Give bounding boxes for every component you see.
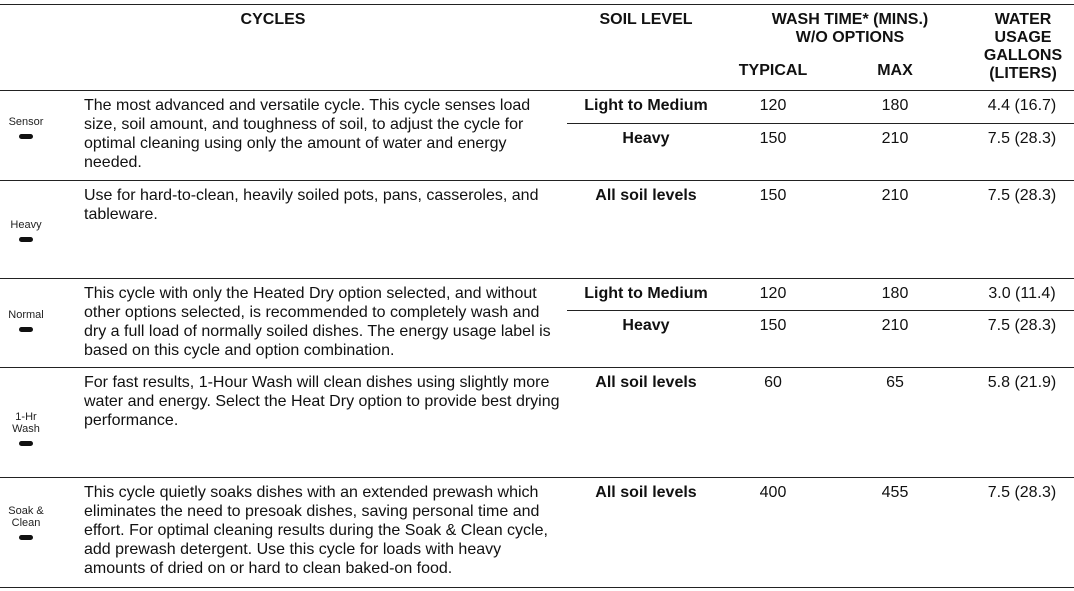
row-rule <box>0 180 1074 181</box>
sub-row-rule <box>567 310 1074 311</box>
cell-typical: 120 <box>759 285 787 302</box>
cycle-button-1: Heavy <box>0 219 52 242</box>
cell-max: 210 <box>881 130 909 147</box>
cell-max: 455 <box>881 484 909 501</box>
cycle-button-indicator-icon <box>19 134 33 139</box>
header-water-line4: (LITERS) <box>989 65 1057 82</box>
cell-soil: All soil levels <box>595 374 697 391</box>
cell-max: 210 <box>881 187 909 204</box>
header-wash-time-line1: WASH TIME* (MINS.) <box>771 11 929 28</box>
cell-soil: Light to Medium <box>584 97 708 114</box>
cycle-button-4: Soak & Clean <box>0 505 52 540</box>
header-water-line3: GALLONS <box>983 47 1063 64</box>
header-cycles: CYCLES <box>240 11 306 28</box>
cell-soil: All soil levels <box>595 484 697 501</box>
header-water-line1: WATER <box>994 11 1052 28</box>
cycle-button-indicator-icon <box>19 327 33 332</box>
header-water-line2: USAGE <box>994 29 1052 46</box>
cycle-label: Normal <box>8 309 44 321</box>
cell-max: 180 <box>881 97 909 114</box>
row-rule <box>0 367 1074 368</box>
table-top-rule <box>0 4 1074 5</box>
cell-soil: Heavy <box>622 130 670 147</box>
cycle-button-0: Sensor <box>0 116 52 139</box>
header-max: MAX <box>877 62 913 79</box>
cycle-label: Wash <box>12 423 40 435</box>
row-rule <box>0 587 1074 588</box>
header-soil-level: SOIL LEVEL <box>599 11 693 28</box>
cycle-description: This cycle quietly soaks dishes with an … <box>84 484 548 577</box>
cell-water: 5.8 (21.9) <box>987 374 1057 391</box>
cycle-label: Sensor <box>8 116 44 128</box>
sub-row-rule <box>567 123 1074 124</box>
cell-typical: 150 <box>759 187 787 204</box>
cell-water: 7.5 (28.3) <box>987 187 1057 204</box>
cycle-button-indicator-icon <box>19 441 33 446</box>
cell-water: 7.5 (28.3) <box>987 130 1057 147</box>
cycle-button-2: Normal <box>0 309 52 332</box>
cell-typical: 150 <box>759 130 787 147</box>
cell-typical: 60 <box>764 374 782 391</box>
cell-typical: 150 <box>759 317 787 334</box>
cell-max: 210 <box>881 317 909 334</box>
cell-max: 65 <box>886 374 904 391</box>
cell-soil: Heavy <box>622 317 670 334</box>
cycle-label: Soak & <box>8 505 44 517</box>
cycle-description: This cycle with only the Heated Dry opti… <box>84 285 551 359</box>
header-typical: TYPICAL <box>738 62 808 79</box>
cell-typical: 120 <box>759 97 787 114</box>
cell-water: 7.5 (28.3) <box>987 484 1057 501</box>
header-rule <box>0 90 1074 91</box>
cycle-button-indicator-icon <box>19 535 33 540</box>
cycle-button-indicator-icon <box>19 237 33 242</box>
cycle-description: The most advanced and versatile cycle. T… <box>84 97 531 171</box>
cycle-description: For fast results, 1-Hour Wash will clean… <box>84 374 560 429</box>
cycle-label: Heavy <box>10 219 42 231</box>
cell-soil: Light to Medium <box>584 285 708 302</box>
cell-water: 4.4 (16.7) <box>987 97 1057 114</box>
cycle-description: Use for hard-to-clean, heavily soiled po… <box>84 187 539 223</box>
cell-typical: 400 <box>759 484 787 501</box>
cell-water: 7.5 (28.3) <box>987 317 1057 334</box>
cell-soil: All soil levels <box>595 187 697 204</box>
header-water-usage: WATER USAGE GALLONS (LITERS) <box>972 11 1074 83</box>
cell-max: 180 <box>881 285 909 302</box>
header-wash-time: WASH TIME* (MINS.) W/O OPTIONS <box>740 11 960 47</box>
cycle-button-3: 1-Hr Wash <box>0 411 52 446</box>
cycle-label: 1-Hr <box>15 411 37 423</box>
row-rule <box>0 477 1074 478</box>
cell-water: 3.0 (11.4) <box>988 285 1056 302</box>
cycle-label: Clean <box>11 517 41 529</box>
row-rule <box>0 278 1074 279</box>
header-wash-time-line2: W/O OPTIONS <box>795 29 905 46</box>
